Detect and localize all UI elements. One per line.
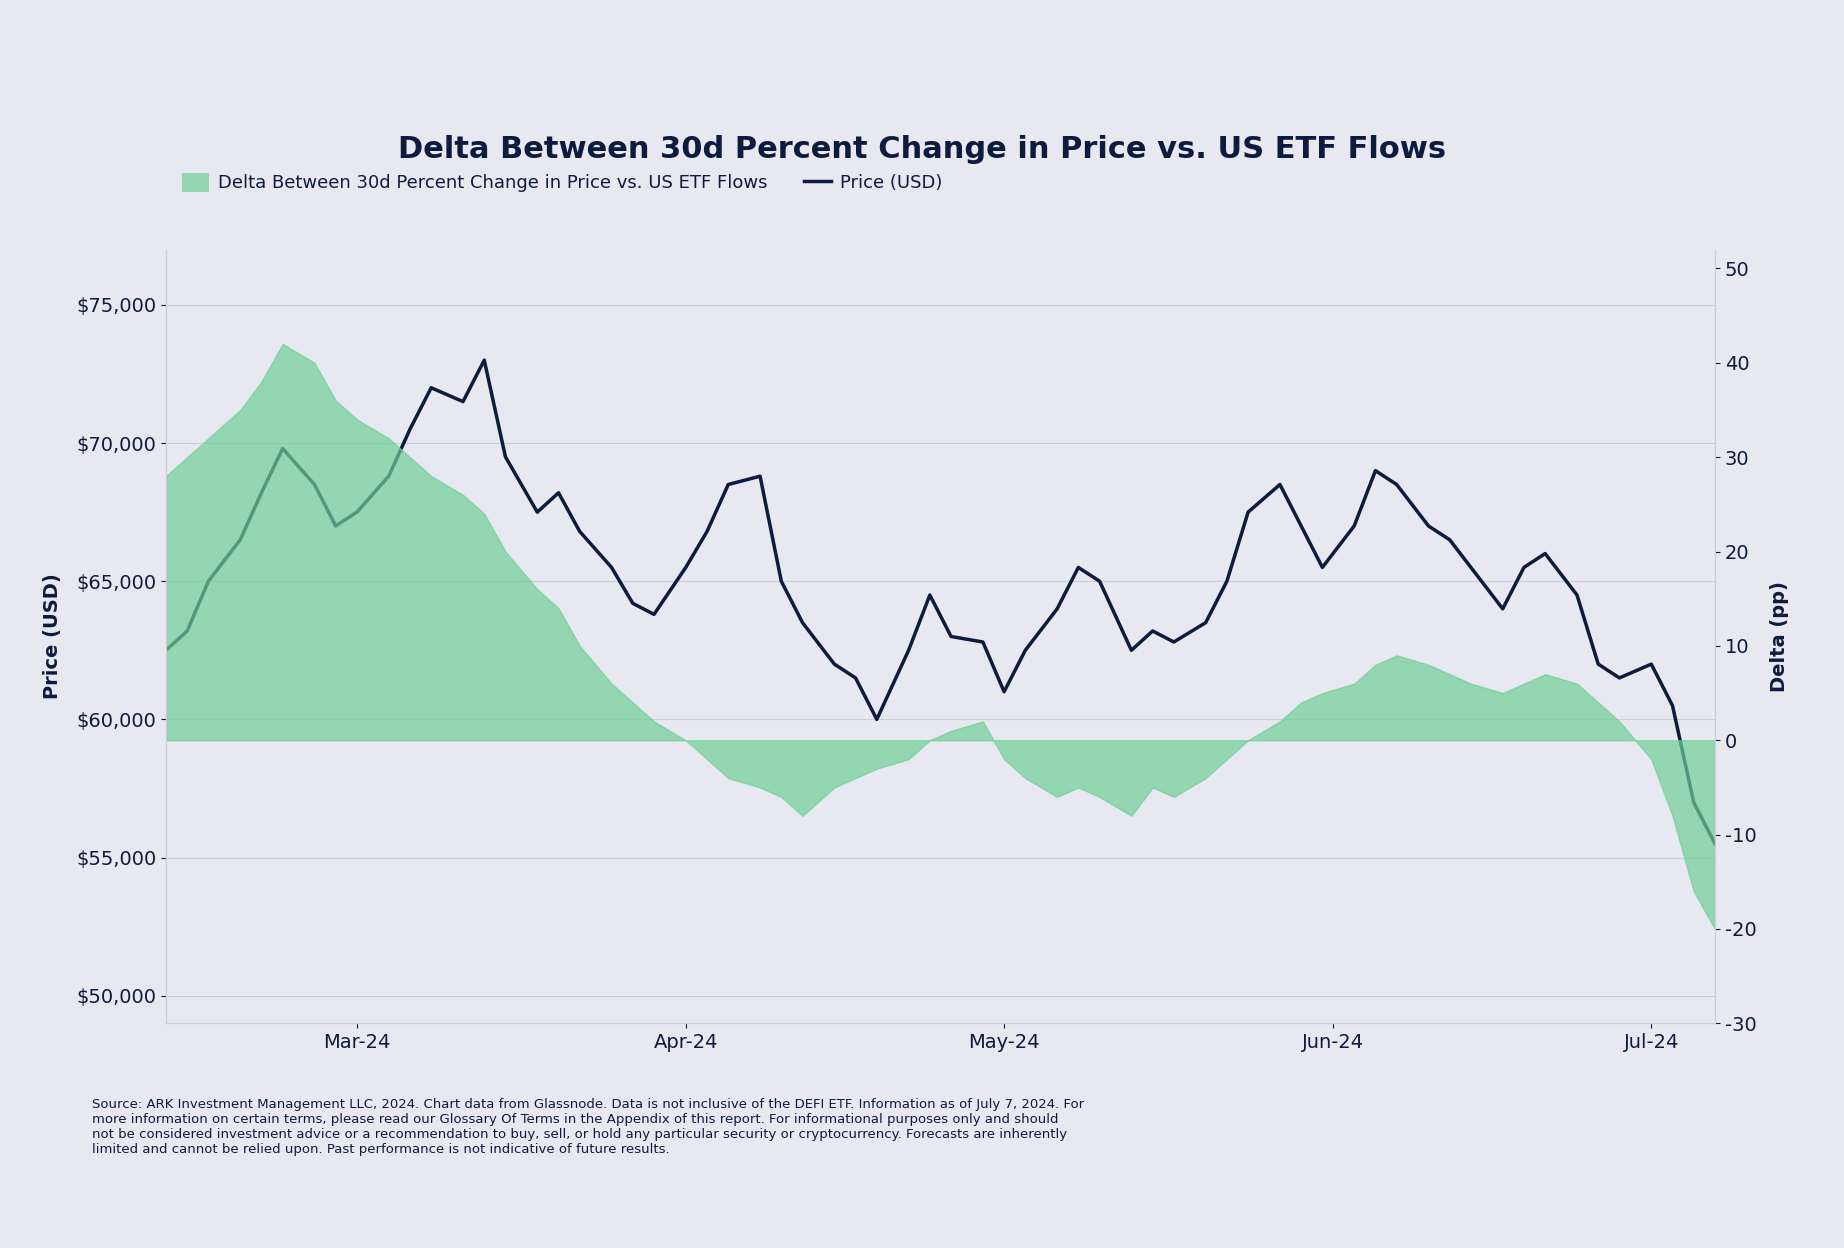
Y-axis label: Price (USD): Price (USD) xyxy=(42,574,63,699)
Legend: Delta Between 30d Percent Change in Price vs. US ETF Flows, Price (USD): Delta Between 30d Percent Change in Pric… xyxy=(175,166,950,200)
Text: Delta Between 30d Percent Change in Price vs. US ETF Flows: Delta Between 30d Percent Change in Pric… xyxy=(398,135,1446,165)
Y-axis label: Delta (pp): Delta (pp) xyxy=(1770,582,1789,691)
Text: Source: ARK Investment Management LLC, 2024. Chart data from Glassnode. Data is : Source: ARK Investment Management LLC, 2… xyxy=(92,1098,1084,1156)
